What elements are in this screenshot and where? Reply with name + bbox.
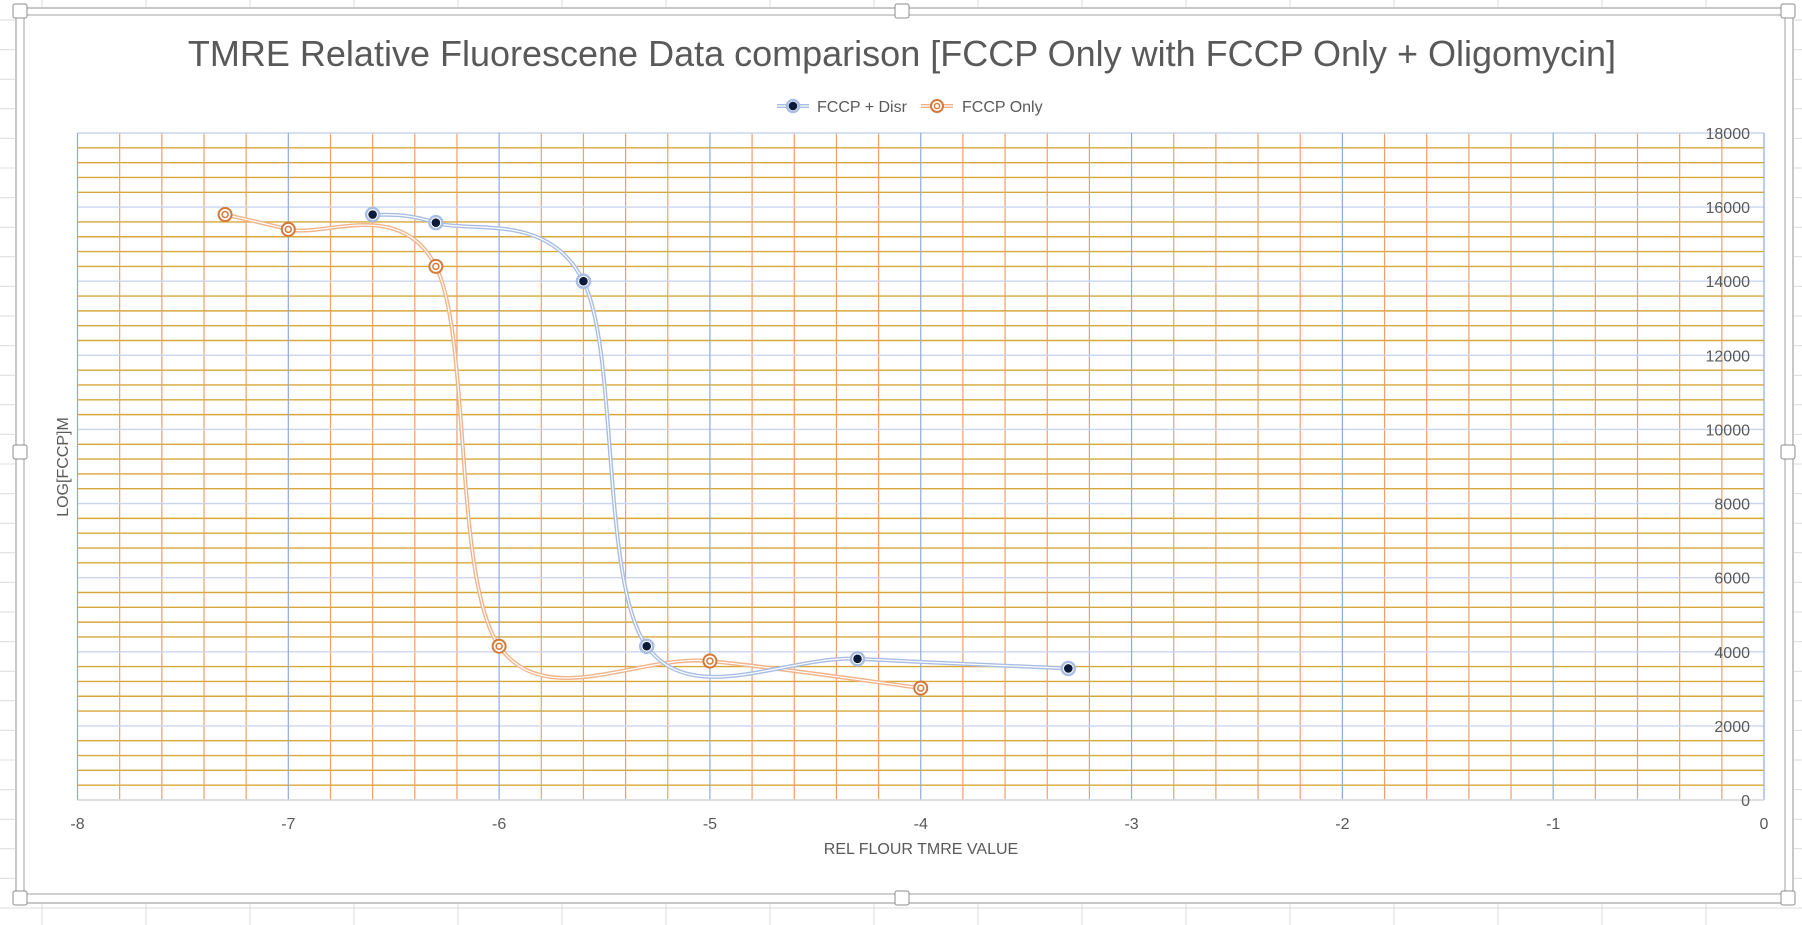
plot-area[interactable] (76, 132, 1765, 801)
y-axis-tick-labels: 0 2000 4000 6000 8000 10000 12000 14000 16000 180… (1706, 126, 1751, 810)
legend[interactable]: FCCP + Disr FCCP Only (777, 98, 1043, 116)
y-tick-label: 4000 (1714, 645, 1750, 662)
y-tick-label: 8000 (1714, 497, 1750, 514)
x-tick-label: -6 (492, 816, 506, 833)
x-tick-label: -8 (70, 816, 84, 833)
y-tick-label: 0 (1741, 793, 1750, 810)
data-point-marker-dot (221, 210, 229, 219)
resize-handle-top-right[interactable] (1780, 3, 1796, 19)
legend-entry[interactable]: FCCP Only (921, 99, 1043, 116)
legend-entry[interactable]: FCCP + Disr (777, 98, 908, 116)
data-point-marker-dot (284, 225, 293, 234)
data-point-marker-dot (432, 262, 440, 271)
y-tick-label: 18000 (1706, 126, 1751, 143)
data-point-marker-dot (1063, 663, 1074, 674)
y-tick-label: 10000 (1706, 422, 1751, 439)
data-point-marker-dot (367, 209, 378, 220)
x-tick-label: -1 (1546, 816, 1560, 833)
resize-handle-middle-left[interactable] (12, 444, 28, 460)
ring-circle-marker-dot (933, 102, 941, 110)
series-line-inner (372, 213, 1069, 678)
data-point-marker-dot (495, 642, 503, 650)
resize-handle-bottom-center[interactable] (894, 890, 910, 906)
x-axis-title[interactable]: REL FLOUR TMRE VALUE (824, 841, 1018, 858)
data-point-marker-dot (578, 275, 589, 287)
x-tick-label: -7 (281, 816, 295, 833)
x-tick-label: 0 (1760, 816, 1769, 833)
resize-handle-bottom-left[interactable] (12, 890, 28, 906)
data-point-marker-dot (917, 684, 925, 692)
filled-circle-marker-dot (788, 101, 798, 111)
data-point-marker-dot (852, 653, 863, 665)
x-tick-label: -2 (1335, 816, 1349, 833)
data-point-marker-dot (706, 657, 714, 665)
x-tick-label: -4 (914, 816, 928, 833)
y-tick-label: 12000 (1706, 348, 1751, 365)
resize-handle-middle-right[interactable] (1780, 444, 1796, 460)
legend-label: FCCP Only (962, 99, 1043, 116)
chart-area[interactable] (23, 14, 1786, 895)
x-axis-tick-labels: -8 -7 -6 -5 -4 -3 -2 -1 0 (70, 816, 1768, 833)
resize-handle-top-left[interactable] (12, 3, 28, 19)
y-tick-label: 16000 (1706, 200, 1751, 217)
chart-object[interactable] (15, 7, 1794, 904)
chart-title[interactable]: TMRE Relative Fluorescene Data compariso… (188, 33, 1616, 74)
x-tick-label: -3 (1124, 816, 1138, 833)
y-tick-label: 6000 (1714, 571, 1750, 588)
data-point-marker-dot (430, 217, 442, 228)
selection-handles[interactable] (12, 3, 1796, 906)
resize-handle-top-center[interactable] (894, 3, 910, 19)
resize-handle-bottom-right[interactable] (1780, 890, 1796, 906)
y-axis-title[interactable]: LOG[FCCP]M (55, 417, 72, 517)
y-tick-label: 14000 (1706, 274, 1751, 291)
x-tick-label: -5 (703, 816, 717, 833)
legend-label: FCCP + Disr (817, 99, 908, 116)
data-point-marker-dot (641, 640, 652, 652)
series-fccp-disr[interactable] (364, 206, 1077, 679)
series-fccp-only[interactable] (217, 207, 929, 696)
y-tick-label: 2000 (1714, 719, 1750, 736)
series-line-inner (224, 213, 921, 689)
